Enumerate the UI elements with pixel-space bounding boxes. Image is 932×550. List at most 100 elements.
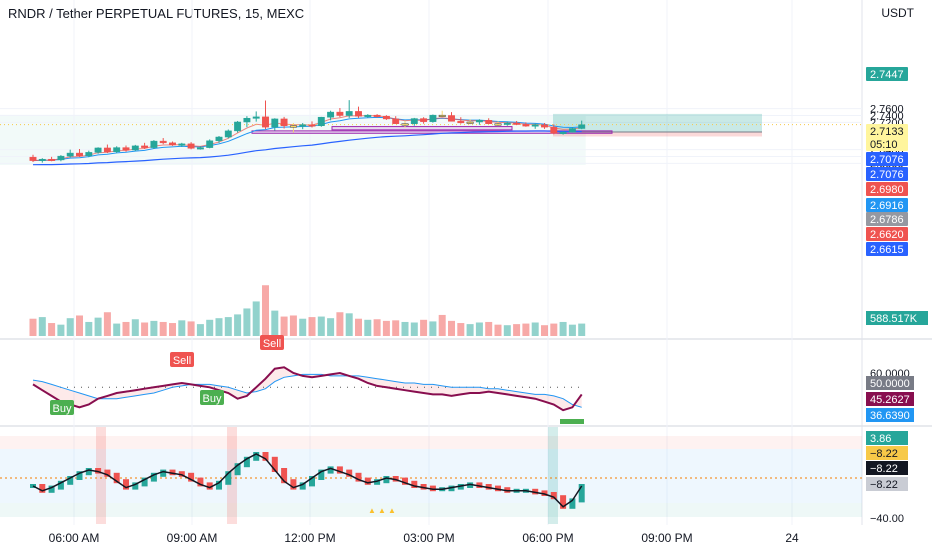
osc-value-label: 3.86 — [870, 433, 891, 445]
candle-body — [401, 123, 409, 126]
price-tag-label: 2.7076 — [870, 169, 904, 181]
candle-body — [485, 120, 493, 124]
volume-bar — [169, 323, 176, 336]
triangle-marker: ▲ — [388, 506, 396, 515]
osc-value-label: −8.22 — [870, 479, 898, 491]
moving-average-line — [32, 130, 582, 166]
candle-body — [345, 111, 353, 116]
price-tag — [866, 227, 908, 241]
volume-bar — [485, 321, 493, 336]
wave-candle — [569, 498, 576, 509]
x-tick-label: 03:00 PM — [403, 531, 454, 545]
candle-body — [559, 131, 567, 134]
candle-body — [457, 121, 465, 124]
osc-tick-label: −40.00 — [870, 513, 904, 525]
wave-candle — [364, 477, 371, 485]
volume-bar — [206, 319, 214, 336]
price-tag — [866, 137, 908, 151]
x-tick-label: 12:00 PM — [284, 531, 335, 545]
volume-bar — [364, 319, 372, 336]
y-tick-label: 2.7400 — [870, 111, 904, 123]
price-tag-label: 2.6620 — [870, 229, 904, 241]
volume-bar — [150, 320, 158, 336]
price-tag — [866, 124, 908, 138]
volume-bar — [568, 324, 576, 336]
candle-body — [141, 145, 149, 148]
price-tag-label: 2.7076 — [870, 154, 904, 166]
volume-bar — [401, 321, 409, 336]
overbought-band — [0, 436, 862, 449]
price-tag — [866, 167, 908, 181]
wave-candle — [402, 477, 408, 485]
wave-candle — [457, 484, 464, 490]
candle-body — [113, 147, 121, 152]
candle-body — [392, 118, 400, 124]
candle-body — [503, 122, 511, 125]
volume-bar — [224, 317, 232, 336]
wave-candle — [39, 484, 46, 493]
candle-body — [280, 118, 288, 127]
wave-candle — [411, 480, 418, 488]
candle-body — [513, 122, 521, 125]
wave-candle — [281, 468, 288, 484]
candle-body — [550, 126, 558, 134]
candle-body — [578, 124, 586, 129]
volume-bar — [299, 318, 307, 336]
wave-candle — [188, 472, 195, 482]
highlight-column — [548, 427, 558, 524]
candle-body — [448, 115, 455, 122]
candle-body — [178, 143, 186, 146]
osc-value-label: −8.22 — [870, 448, 898, 460]
wave-candle — [346, 469, 353, 477]
wave-candle — [420, 484, 427, 490]
wave-candle — [67, 476, 74, 485]
volume-bar — [317, 316, 325, 336]
candle-body — [159, 140, 167, 144]
volume-bar — [494, 324, 502, 336]
wave-candle — [95, 468, 102, 474]
x-tick-label: 06:00 PM — [522, 531, 573, 545]
osc-value-tag — [866, 477, 908, 491]
wave-candle — [318, 469, 325, 480]
volume-bar — [103, 312, 111, 336]
volume-bar — [541, 325, 548, 336]
wave-candle — [57, 480, 64, 490]
candle-body — [289, 125, 297, 128]
candle-body — [122, 147, 130, 151]
volume-bar — [513, 324, 521, 336]
volume-bar — [215, 318, 223, 336]
wave-candle — [467, 482, 474, 488]
wave-candle — [253, 452, 260, 461]
chart-title: RNDR / Tether PERPETUAL FUTURES, 15, MEX… — [8, 6, 305, 21]
wave-candle — [550, 492, 557, 500]
candle-body — [150, 140, 158, 148]
volume-bar — [448, 320, 455, 336]
target-zone — [553, 113, 762, 133]
volume-bar — [355, 318, 362, 336]
wave-candle — [336, 466, 343, 474]
wave-candle — [48, 485, 55, 493]
candle-body — [522, 124, 530, 127]
rsi-value-tag — [866, 392, 914, 406]
wave-candle — [85, 468, 92, 476]
wave-candle — [327, 466, 334, 474]
candle-body — [271, 118, 279, 128]
candle-body — [364, 114, 372, 117]
candle-body — [252, 116, 260, 119]
candle-body — [355, 111, 362, 117]
volume-bar — [159, 321, 167, 336]
wave-candle — [392, 476, 399, 482]
candle-body — [308, 124, 316, 127]
candle-body — [373, 114, 381, 117]
signal-label: Sell — [173, 355, 191, 367]
candle-body — [466, 121, 474, 124]
volume-bar — [243, 308, 251, 336]
volume-bar — [327, 318, 335, 336]
neutral-band — [0, 449, 862, 503]
rsi-value-label: 36.6390 — [870, 410, 910, 422]
volume-bar — [94, 317, 102, 336]
candle-body — [420, 118, 428, 122]
volume-bar — [531, 322, 539, 336]
volume-bar — [122, 321, 130, 336]
